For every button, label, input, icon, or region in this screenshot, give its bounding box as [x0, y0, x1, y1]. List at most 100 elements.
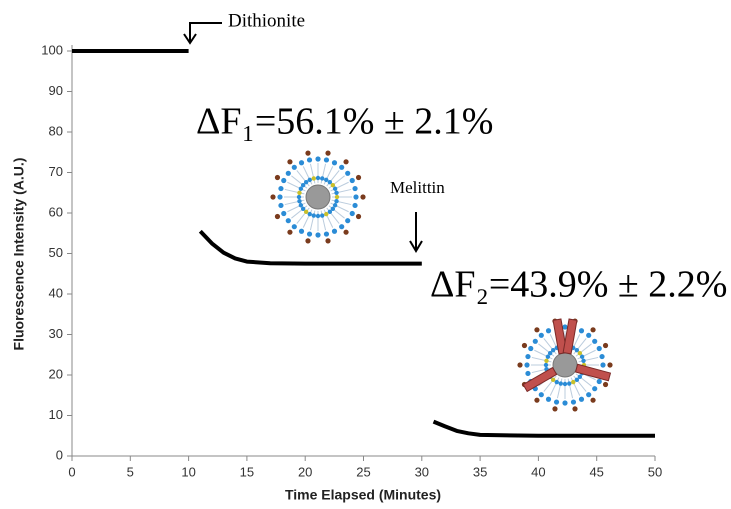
y-tick-label: 10 [49, 407, 63, 422]
y-tick-label: 50 [49, 245, 63, 260]
dye [355, 174, 362, 181]
lipid-head [600, 362, 606, 368]
lipid-head [543, 362, 549, 368]
lipid-head [550, 347, 556, 353]
lipid-head [562, 400, 568, 406]
lipid-head [298, 186, 304, 191]
lipid-head [320, 176, 325, 181]
lipid-head [334, 199, 339, 204]
lipid-head [578, 328, 585, 334]
lipid-head [323, 157, 330, 163]
x-tick-label: 30 [415, 464, 429, 479]
lipid-head [327, 209, 333, 215]
lipid-head [311, 213, 316, 218]
lipid-head [331, 160, 338, 166]
dye [572, 406, 578, 412]
lipid-head [528, 345, 534, 352]
lipid-head [306, 157, 313, 163]
y-tick-label: 20 [49, 366, 63, 381]
dye [517, 362, 523, 368]
lipid-head [285, 218, 291, 224]
lipid-head [345, 218, 351, 224]
lipid-head [332, 186, 338, 191]
lipid-head [323, 231, 330, 237]
lipid-head [545, 354, 551, 359]
lipid-head [571, 379, 576, 385]
dye [590, 397, 596, 403]
x-tick-label: 35 [473, 464, 487, 479]
x-tick-label: 50 [648, 464, 662, 479]
lipid-head [297, 199, 302, 204]
lipid-head [324, 211, 329, 217]
y-axis-title: Fluorescence Intensity (A.U.) [11, 158, 27, 351]
lipid-head [330, 206, 336, 212]
core [305, 184, 331, 210]
lipid-head [574, 377, 580, 383]
lipid-head [311, 176, 316, 181]
lipid-head [577, 350, 583, 356]
lipid-head [296, 194, 302, 200]
lipid-head [545, 328, 552, 334]
lipid-head [327, 179, 333, 185]
annotation: ΔF₁=56.1% ± 2.1% [196, 101, 493, 143]
lipid-head [345, 170, 351, 176]
lipid-head [291, 164, 297, 170]
lipid-head [599, 353, 605, 360]
lipid-head [596, 378, 602, 385]
lipid-head [577, 374, 583, 380]
dye [270, 194, 276, 200]
dye [343, 229, 349, 235]
lipid-head [352, 185, 358, 192]
lipid-head [579, 354, 585, 359]
lipid-head [339, 164, 345, 170]
lipid-head [315, 213, 321, 219]
lipid-head [330, 182, 336, 188]
lipid-head [554, 379, 559, 385]
lipid-head [570, 399, 577, 405]
lipid-head [278, 185, 284, 192]
annotation: Dithionite [228, 10, 305, 31]
dye [287, 159, 293, 165]
lipid-head [334, 194, 340, 200]
y-tick-label: 0 [56, 447, 63, 462]
lipid-head [352, 202, 358, 209]
dye [287, 229, 293, 235]
lipid-head [298, 160, 305, 166]
lipid-head [353, 194, 359, 200]
dye [552, 406, 558, 412]
dye [305, 238, 311, 244]
lipid-head [339, 224, 345, 230]
lipid-head [562, 381, 568, 387]
dye [305, 150, 311, 156]
arrow [183, 22, 423, 253]
lipid-head [324, 177, 329, 183]
lipid-head [331, 228, 338, 234]
dye [607, 362, 613, 368]
dye [325, 238, 331, 244]
dye [274, 174, 281, 181]
x-tick-label: 10 [181, 464, 195, 479]
lipid-head [349, 177, 355, 184]
lipid-head [307, 211, 312, 217]
liposome-icons [270, 150, 613, 412]
x-tick-label: 25 [356, 464, 370, 479]
lipid-head [553, 399, 560, 405]
dye [274, 213, 281, 220]
lipid-head [277, 194, 283, 200]
x-tick-label: 15 [240, 464, 254, 479]
lipid-head [332, 203, 338, 208]
lipid-head [303, 179, 309, 185]
lipid-head [532, 338, 538, 344]
lipid-head [547, 350, 553, 356]
lipid-head [525, 353, 531, 360]
lipid-head [307, 177, 312, 183]
annotation: ΔF₂=43.9% ± 2.2% [430, 264, 727, 306]
dye [521, 342, 528, 349]
y-tick-label: 100 [41, 42, 63, 57]
lipid-head [281, 210, 287, 217]
lipid-head [558, 381, 563, 386]
dye [590, 327, 596, 333]
y-tick-label: 40 [49, 285, 63, 300]
x-tick-label: 45 [589, 464, 603, 479]
x-axis-title: Time Elapsed (Minutes) [285, 487, 441, 503]
